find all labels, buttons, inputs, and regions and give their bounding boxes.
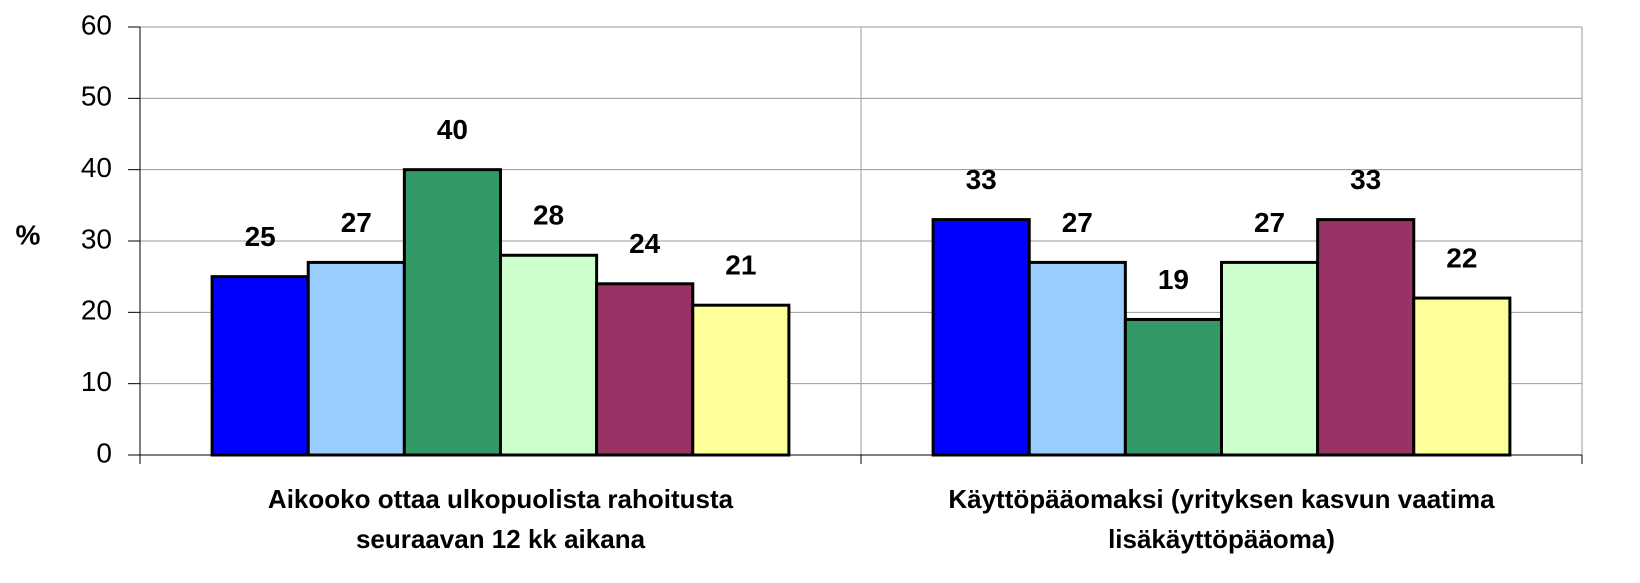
data-label: 27	[1254, 207, 1285, 238]
data-label: 25	[245, 221, 276, 252]
y-tick-label: 50	[81, 81, 112, 112]
bar	[1316, 218, 1416, 457]
data-label: 19	[1158, 264, 1189, 295]
data-label: 24	[629, 228, 661, 259]
y-tick-label: 20	[81, 295, 112, 326]
data-label: 22	[1446, 242, 1477, 273]
data-label: 21	[725, 250, 756, 281]
data-label: 28	[533, 200, 564, 231]
bar	[595, 282, 695, 457]
bar	[210, 275, 310, 457]
y-tick-label: 30	[81, 223, 112, 254]
y-tick-label: 40	[81, 152, 112, 183]
bar	[1412, 296, 1512, 457]
x-tick-label: lisäkäyttöpääoma)	[1108, 524, 1335, 554]
bar	[1027, 260, 1127, 457]
y-tick-label: 10	[81, 366, 112, 397]
x-tick-label: Käyttöpääomaksi (yrityksen kasvun vaatim…	[948, 484, 1495, 514]
y-axis-label: %	[16, 219, 41, 250]
bar	[1220, 260, 1320, 457]
y-tick-label: 0	[96, 437, 112, 468]
bar	[499, 253, 599, 457]
bar	[691, 303, 791, 457]
data-label: 33	[966, 164, 997, 195]
y-tick-label: 60	[81, 9, 112, 40]
x-tick-label: seuraavan 12 kk aikana	[356, 524, 646, 554]
data-label: 33	[1350, 164, 1381, 195]
bar	[402, 168, 502, 457]
data-label: 40	[437, 114, 468, 145]
bar	[306, 260, 406, 457]
data-label: 27	[341, 207, 372, 238]
bar	[1123, 317, 1224, 457]
x-tick-label: Aikooko ottaa ulkopuolista rahoitusta	[268, 484, 734, 514]
bar	[931, 218, 1031, 457]
data-label: 27	[1062, 207, 1093, 238]
